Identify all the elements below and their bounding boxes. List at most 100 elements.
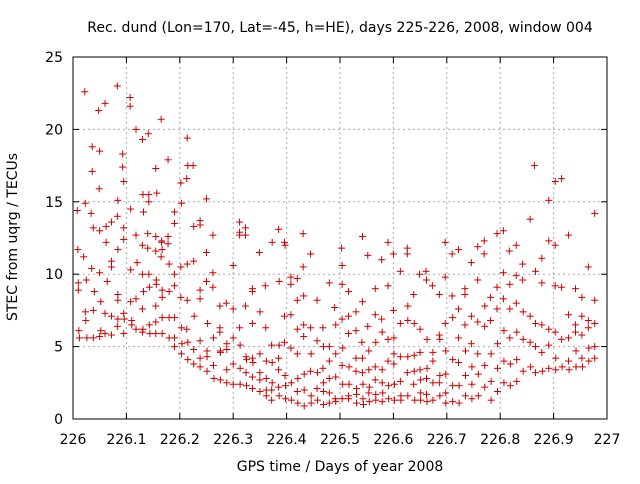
data-point: [101, 99, 109, 107]
data-point: [300, 321, 308, 329]
data-point: [101, 330, 109, 338]
data-point: [442, 389, 450, 397]
data-point: [158, 286, 166, 294]
data-point: [390, 350, 398, 358]
data-point: [216, 328, 224, 336]
data-point: [287, 273, 295, 281]
data-point: [358, 298, 366, 306]
data-point: [132, 231, 140, 239]
data-point: [113, 82, 121, 90]
x-tick-label: 226.8: [480, 432, 520, 448]
data-point: [183, 325, 191, 333]
data-point: [365, 398, 373, 406]
x-tick-label: 226.5: [320, 432, 360, 448]
data-point: [183, 134, 191, 142]
data-point: [565, 231, 573, 239]
data-point: [404, 392, 412, 400]
data-point: [371, 376, 379, 384]
data-point: [132, 325, 140, 333]
data-point: [404, 317, 412, 325]
data-point: [88, 264, 96, 272]
data-point: [467, 340, 475, 348]
data-point: [177, 293, 185, 301]
data-point: [530, 162, 538, 170]
data-point: [164, 240, 172, 248]
data-point: [307, 324, 315, 332]
data-point: [275, 225, 283, 233]
data-point: [294, 374, 302, 382]
data-point: [378, 366, 386, 374]
data-point: [364, 322, 372, 330]
data-point: [222, 299, 230, 307]
data-point: [461, 290, 469, 298]
data-point: [442, 370, 450, 378]
data-point: [584, 263, 592, 271]
data-point: [526, 338, 534, 346]
data-point: [338, 262, 346, 270]
data-point: [133, 259, 141, 267]
data-point: [513, 356, 521, 364]
data-point: [113, 212, 121, 220]
data-point: [436, 392, 444, 400]
data-point: [96, 147, 104, 155]
data-point: [87, 209, 95, 217]
data-point: [177, 199, 185, 207]
data-point: [170, 343, 178, 351]
data-point: [538, 254, 546, 262]
data-point: [455, 305, 463, 313]
y-axis-label: STEC from uqrg / TECUs: [5, 153, 21, 321]
data-point: [512, 241, 520, 249]
data-point: [396, 377, 404, 385]
data-point: [281, 241, 289, 249]
data-point: [229, 305, 237, 313]
data-point: [338, 361, 346, 369]
data-point: [74, 286, 82, 294]
data-point: [241, 302, 249, 310]
data-point: [423, 390, 431, 398]
data-point: [372, 396, 380, 404]
data-point: [436, 372, 444, 380]
data-point: [379, 389, 387, 397]
data-point: [319, 379, 327, 387]
data-point: [183, 296, 191, 304]
data-point: [436, 335, 444, 343]
data-point: [170, 208, 178, 216]
data-point: [229, 360, 237, 368]
data-point: [353, 399, 361, 407]
data-point: [275, 366, 283, 374]
data-point: [216, 302, 224, 310]
data-point: [385, 382, 393, 390]
data-point: [500, 357, 508, 365]
data-point: [229, 334, 237, 342]
data-point: [338, 244, 346, 252]
data-point: [196, 354, 204, 362]
data-point: [249, 359, 257, 367]
data-point: [307, 250, 315, 258]
data-point: [152, 318, 160, 326]
data-point: [358, 233, 366, 241]
data-point: [242, 369, 250, 377]
data-point: [120, 235, 128, 243]
data-point: [81, 308, 89, 316]
data-point: [487, 377, 495, 385]
data-point: [345, 330, 353, 338]
data-point: [248, 373, 256, 381]
data-point: [293, 350, 301, 358]
data-point: [128, 321, 136, 329]
data-point: [165, 288, 173, 296]
data-point: [120, 330, 128, 338]
data-point: [74, 279, 82, 287]
data-point: [538, 348, 546, 356]
data-point: [551, 178, 559, 186]
data-point: [493, 305, 501, 313]
data-point: [300, 386, 308, 394]
data-point: [538, 321, 546, 329]
data-point: [551, 241, 559, 249]
data-point: [120, 224, 128, 232]
data-point: [280, 238, 288, 246]
data-point: [429, 396, 437, 404]
data-point: [307, 392, 315, 400]
data-point: [319, 401, 327, 409]
